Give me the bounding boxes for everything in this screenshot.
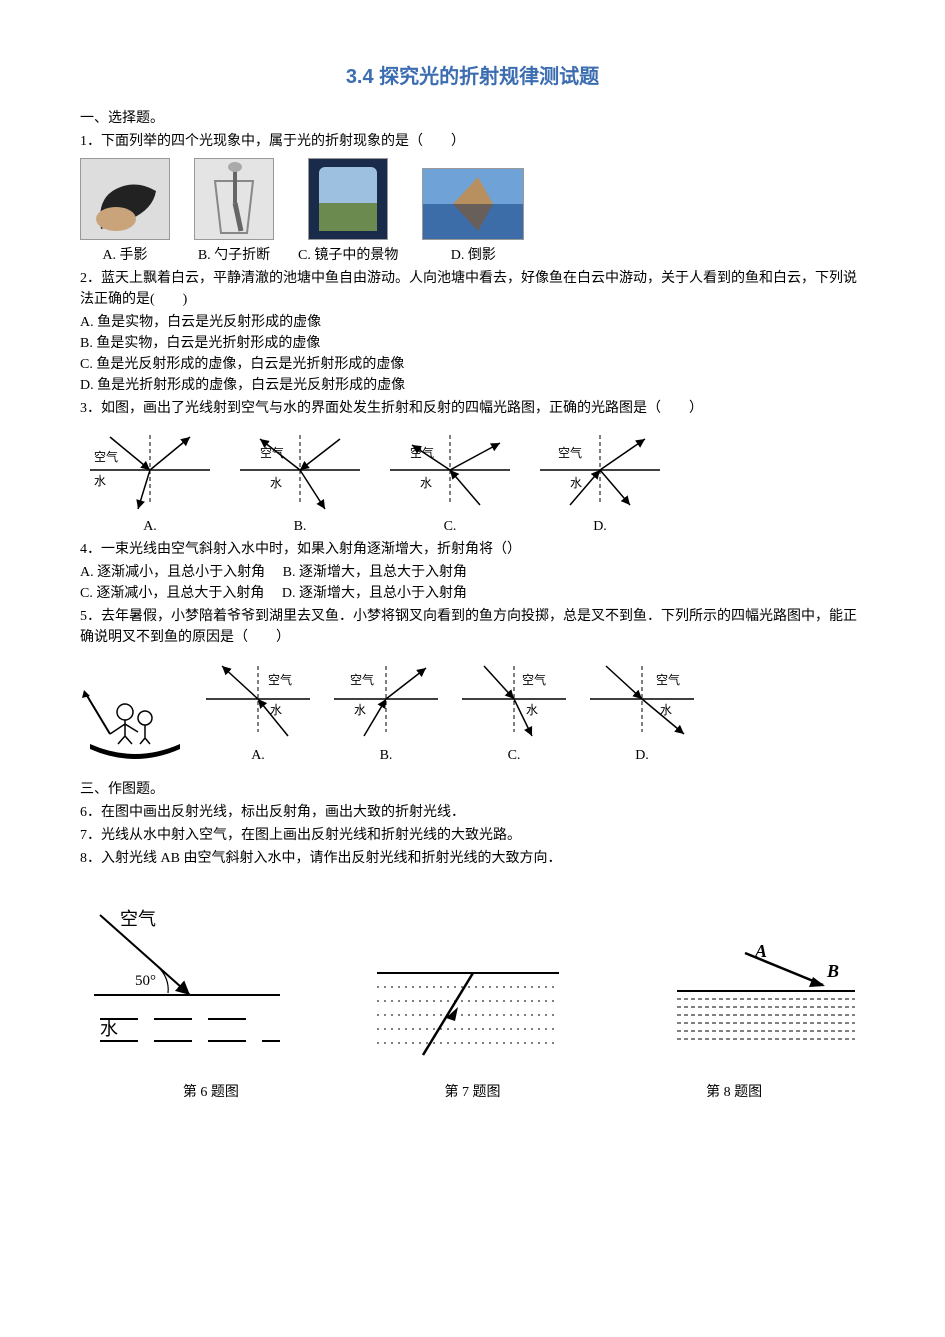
q1-opt-b: B. 勺子折断 — [194, 158, 274, 264]
q2-opt-c: C. 鱼是光反射形成的虚像，白云是光折射形成的虚像 — [80, 354, 865, 375]
drawing-figures-row: 空气 50° 水 A B — [80, 895, 865, 1065]
q4-stem: 4．一束光线由空气斜射入水中时，如果入射角逐渐增大，折射角将（） — [80, 539, 865, 560]
q5b-water: 水 — [354, 703, 366, 717]
q2-opt-d: D. 鱼是光折射形成的虚像，白云是光反射形成的虚像 — [80, 375, 865, 396]
section-3-heading: 三、作图题。 — [80, 778, 865, 798]
q5c-air: 空气 — [522, 672, 546, 687]
figure-captions: 第 6 题图 第 7 题图 第 8 题图 — [80, 1081, 865, 1101]
q2-stem: 2．蓝天上飘着白云，平静清澈的池塘中鱼自由游动。人向池塘中看去，好像鱼在白云中游… — [80, 268, 865, 310]
q1-options: A. 手影 B. 勺子折断 C. 镜子中的景物 D. 倒影 — [80, 158, 865, 264]
q1-opt-a: A. 手影 — [80, 158, 170, 264]
q4-opt-a: A. 逐渐减小，且总小于入射角 — [80, 565, 265, 580]
q2-opt-a: A. 鱼是实物，白云是光反射形成的虚像 — [80, 312, 865, 333]
fig6-angle-label: 50° — [135, 973, 156, 989]
q3-opt-c-label: C. — [444, 519, 457, 535]
q3-opt-b: 空气 水 B. — [230, 425, 370, 535]
q3-stem: 3．如图，画出了光线射到空气与水的界面处发生折射和反射的四幅光路图，正确的光路图… — [80, 398, 865, 419]
q1-opt-b-label: B. 勺子折断 — [198, 244, 270, 264]
fig8-b-label: B — [826, 961, 839, 981]
caption-fig6: 第 6 题图 — [183, 1081, 239, 1101]
q5-opt-a-label: A. — [251, 748, 265, 764]
q3-opt-d: 空气 水 D. — [530, 425, 670, 535]
q3-options: 空气 水 A. 空气 水 B. 空气 水 — [80, 425, 865, 535]
q5-opt-a: 空气 水 A. — [198, 654, 318, 764]
q1-img-hand-shadow — [80, 158, 170, 240]
q1-opt-c-label: C. 镜子中的景物 — [298, 244, 398, 264]
fig-6-diagram: 空气 50° 水 — [80, 895, 290, 1065]
q1-stem: 1．下面列举的四个光现象中，属于光的折射现象的是（ ） — [80, 131, 865, 152]
q3b-water-label: 水 — [270, 476, 282, 490]
q5-diagram-b: 空气 水 — [326, 654, 446, 744]
caption-fig7: 第 7 题图 — [444, 1081, 500, 1101]
q5-stem: 5．去年暑假，小梦陪着爷爷到湖里去叉鱼．小梦将钢叉向看到的鱼方向投掷，总是叉不到… — [80, 606, 865, 648]
q5-diagram-a: 空气 水 — [198, 654, 318, 744]
q3a-water-label: 水 — [94, 474, 106, 488]
q3-opt-a-label: A. — [143, 519, 157, 535]
q8-stem: 8．入射光线 AB 由空气斜射入水中，请作出反射光线和折射光线的大致方向． — [80, 848, 865, 869]
fig6-air-label: 空气 — [120, 909, 156, 929]
q4-opt-d: D. 逐渐增大，且总小于入射角 — [282, 586, 467, 601]
q3d-water-label: 水 — [570, 476, 582, 490]
q3d-air-label: 空气 — [558, 445, 582, 460]
q3a-air-label: 空气 — [94, 449, 118, 464]
fig-8-diagram: A B — [645, 935, 865, 1065]
q4-opt-b: B. 逐渐增大，且总大于入射角 — [283, 565, 467, 580]
q1-opt-c: C. 镜子中的景物 — [298, 158, 398, 264]
q3c-water-label: 水 — [420, 476, 432, 490]
q1-img-reflection — [422, 168, 524, 240]
q3-diagram-c: 空气 水 — [380, 425, 520, 515]
fig-7-diagram — [363, 915, 573, 1065]
q1-img-mirror — [308, 158, 388, 240]
page-title: 3.4 探究光的折射规律测试题 — [80, 60, 865, 89]
q1-opt-a-label: A. 手影 — [102, 244, 147, 264]
q5-opt-b-label: B. — [380, 748, 393, 764]
q4-options: A. 逐渐减小，且总小于入射角 B. 逐渐增大，且总大于入射角 C. 逐渐减小，… — [80, 562, 865, 604]
q3-diagram-b: 空气 水 — [230, 425, 370, 515]
q3-opt-a: 空气 水 A. — [80, 425, 220, 535]
q5b-air: 空气 — [350, 672, 374, 687]
q3-diagram-a: 空气 水 — [80, 425, 220, 515]
q6-stem: 6．在图中画出反射光线，标出反射角，画出大致的折射光线． — [80, 802, 865, 823]
q5-opt-c: 空气 水 C. — [454, 654, 574, 764]
q3-opt-b-label: B. — [294, 519, 307, 535]
q1-img-spoon — [194, 158, 274, 240]
q4-opt-c: C. 逐渐减小，且总大于入射角 — [80, 586, 264, 601]
q3b-air-label: 空气 — [260, 445, 284, 460]
q3-diagram-d: 空气 水 — [530, 425, 670, 515]
fig6-water-label: 水 — [100, 1019, 118, 1039]
q2-options: A. 鱼是实物，白云是光反射形成的虚像 B. 鱼是实物，白云是光折射形成的虚像 … — [80, 312, 865, 396]
q5-opt-b: 空气 水 B. — [326, 654, 446, 764]
q1-opt-d: D. 倒影 — [422, 168, 524, 264]
q5-fisherman-icon — [80, 674, 190, 764]
q5-opt-c-label: C. — [508, 748, 521, 764]
q3-opt-c: 空气 水 C. — [380, 425, 520, 535]
q5-options: 空气 水 A. 空气 水 B. 空气 水 C. — [80, 654, 865, 764]
caption-fig8: 第 8 题图 — [706, 1081, 762, 1101]
q3-opt-d-label: D. — [593, 519, 607, 535]
q5c-water: 水 — [526, 703, 538, 717]
q5-diagram-c: 空气 水 — [454, 654, 574, 744]
q5-diagram-d: 空气 水 — [582, 654, 702, 744]
q5d-air: 空气 — [656, 672, 680, 687]
q5-opt-d: 空气 水 D. — [582, 654, 702, 764]
section-1-heading: 一、选择题。 — [80, 107, 865, 127]
q7-stem: 7．光线从水中射入空气，在图上画出反射光线和折射光线的大致光路。 — [80, 825, 865, 846]
q5-illustration — [80, 674, 190, 764]
q5-opt-d-label: D. — [635, 748, 649, 764]
q1-opt-d-label: D. 倒影 — [451, 244, 496, 264]
q5a-air: 空气 — [268, 672, 292, 687]
q2-opt-b: B. 鱼是实物，白云是光折射形成的虚像 — [80, 333, 865, 354]
